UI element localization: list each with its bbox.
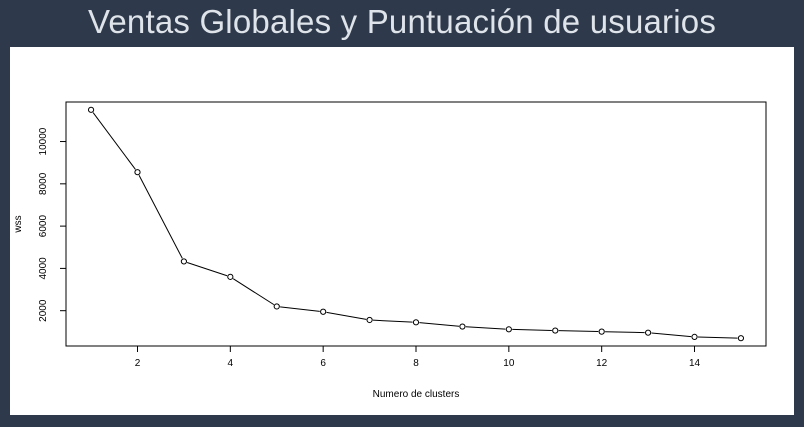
- series-segment: [92, 112, 136, 170]
- elbow-chart: 2 4 6 8 10 12 14 2000 4000 6000 8000 10000 Numero …: [13, 101, 767, 400]
- data-point: [737, 335, 745, 342]
- plot-frame: [65, 101, 767, 347]
- data-point: [227, 273, 234, 280]
- y-axis-label: wss: [13, 215, 24, 233]
- series-segment: [232, 278, 275, 306]
- data-point: [273, 303, 280, 310]
- slide-title: Ventas Globales y Puntuación de usuarios: [87, 3, 717, 40]
- y-tick-label: 6000: [38, 215, 49, 238]
- series-segment: [372, 319, 413, 323]
- data-point: [134, 169, 141, 176]
- series-segment: [512, 328, 552, 331]
- series-segment: [697, 336, 738, 339]
- series-segment: [558, 330, 599, 333]
- plot-panel: 2 4 6 8 10 12 14 2000 4000 6000 8000 10000 Numero …: [10, 47, 794, 415]
- series-segment: [138, 174, 183, 259]
- series-segment: [605, 331, 645, 334]
- y-tick-label: 10000: [38, 127, 49, 155]
- series-segment: [419, 322, 460, 327]
- series-segment: [465, 326, 506, 330]
- data-point: [87, 106, 95, 113]
- data-point: [644, 329, 652, 336]
- x-tick-label: 10: [503, 358, 515, 369]
- data-point: [412, 319, 420, 326]
- x-tick-label: 14: [689, 358, 701, 369]
- data-point: [552, 327, 559, 334]
- data-point: [505, 326, 512, 333]
- data-point: [691, 333, 698, 341]
- data-point: [180, 258, 188, 265]
- y-tick-label: 4000: [38, 257, 49, 280]
- x-tick-label: 8: [413, 358, 419, 369]
- x-tick-label: 6: [320, 358, 326, 369]
- data-point: [366, 316, 373, 324]
- series-segment: [186, 262, 228, 277]
- series-segment: [326, 311, 367, 320]
- y-axis: 2000 4000 6000 8000 10000: [38, 127, 67, 322]
- data-point: [459, 323, 466, 330]
- data-point: [320, 308, 327, 315]
- series-group: [87, 106, 745, 342]
- series-segment: [651, 332, 692, 338]
- x-tick-label: 2: [135, 358, 141, 369]
- y-tick-label: 8000: [38, 172, 49, 195]
- x-axis: 2 4 6 8 10 12 14: [135, 345, 701, 369]
- x-tick-label: 12: [596, 358, 608, 369]
- x-axis-label: Numero de clusters: [373, 389, 460, 400]
- y-tick-label: 2000: [38, 299, 49, 322]
- data-point: [598, 328, 605, 335]
- x-tick-label: 4: [228, 358, 234, 369]
- series-segment: [280, 306, 320, 312]
